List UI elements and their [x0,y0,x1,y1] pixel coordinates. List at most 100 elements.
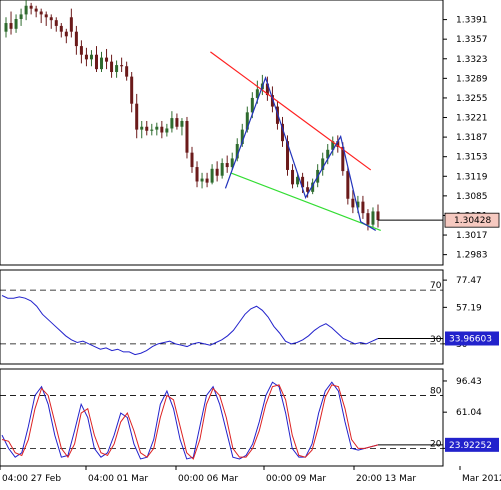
candle-body [270,95,274,107]
candle-body [280,123,284,142]
stoch-panel-plot-area [0,368,444,467]
candle-body [230,158,234,168]
x-tick-label: 00:00 09 Mar [266,474,326,484]
candle-body [306,187,310,192]
candle-body [240,129,244,145]
candle-body [89,54,93,60]
candle-body [205,178,209,183]
candle-body [39,11,43,15]
x-tick-label: Mar 2012 [462,474,501,484]
last-price-label: 1.30428 [454,216,491,226]
price-tick-label: 1.2983 [456,251,488,261]
candle-body [286,141,290,170]
candle-body [130,76,134,104]
candle-body [44,14,48,18]
candle-body [24,5,28,15]
candle-body [265,83,269,96]
candle-body [200,178,204,182]
candle-body [225,163,229,168]
candle-body [235,144,239,159]
stoch-panel-level-label: 80 [430,386,442,396]
x-tick-label: 04:00 27 Feb [2,474,61,484]
candle-body [346,171,350,199]
candle-body [100,57,104,70]
candle-body [29,5,33,9]
candle-body [361,201,365,214]
candle-body [19,14,23,20]
stoch-panel-last-label: 23.92252 [449,441,492,451]
candle-body [84,54,88,60]
candle-body [250,97,254,113]
candle-body [371,211,375,225]
candle-body [170,118,174,129]
price-tick-label: 1.3085 [456,192,488,202]
price-tick-label: 1.3221 [456,114,488,124]
candle-body [311,182,315,192]
price-tick-label: 1.3323 [456,55,488,65]
price-tick-label: 1.3255 [456,94,488,104]
candle-body [321,158,325,170]
candle-body [59,25,63,32]
stoch-panel-last-box [445,437,499,452]
candle-body [64,31,68,37]
candle-body [341,146,345,172]
candle-body [9,23,13,29]
candle-body [326,149,330,159]
candle-body [105,57,109,62]
stoch-panel-series-line [1,384,379,460]
candle-body [376,211,380,221]
candle-body [175,118,179,127]
candle-body [14,19,18,29]
candle-body [220,163,224,176]
price-tick-label: 1.3119 [456,172,488,182]
candle-body [54,20,58,26]
price-tick-label: 1.3017 [456,231,488,241]
rsi-panel-series-line [1,295,379,356]
candle-body [190,152,194,168]
candle-body [125,66,129,77]
candle-body [255,89,259,98]
price-tick-label: 1.3357 [456,35,488,45]
zigzag-line [224,75,377,231]
stoch-panel-tick-label: 96.43 [456,377,482,387]
candle-body [210,168,214,183]
candle-body [215,168,219,176]
candle-body [150,129,154,131]
candle-body [356,201,360,208]
candle-body [74,31,78,47]
candle-body [135,103,139,130]
rsi-panel-last-box [445,331,499,346]
candle-body [185,120,189,153]
rsi-panel-tick-label: 57.19 [456,303,482,313]
stoch-panel-tick-label: 61.04 [456,408,482,418]
candle-body [245,112,249,130]
candle-body [34,8,38,12]
price-tick-label: 1.3187 [456,133,488,143]
price-tick-label: 1.3153 [456,153,488,163]
candle-body [180,120,184,127]
stoch-panel-series-line [1,381,379,460]
price-tick-label: 1.3391 [456,16,488,26]
rsi-panel-plot-area [0,269,444,365]
x-tick-label: 04:00 01 Mar [88,474,148,484]
candle-body [331,141,335,150]
candle-body [291,169,295,185]
rsi-panel-last-label: 33.96603 [449,334,492,344]
candle-body [351,198,355,208]
x-tick-label: 00:00 06 Mar [178,474,238,484]
candle-body [145,126,149,131]
candle-body [94,54,98,70]
candle-body [120,65,124,67]
trendline-support [230,172,381,231]
x-tick-label: 20:00 13 Mar [356,474,416,484]
candle-body [110,61,114,73]
candle-body [296,176,300,185]
rsi-panel-level-label: 70 [430,281,442,291]
price-tick-label: 1.3289 [456,74,488,84]
candle-body [115,65,119,73]
candle-body [301,176,305,188]
time-axis: 04:00 27 Feb 04:00 01 Mar 00:00 06 Mar 00:0… [0,466,501,484]
candle-body [69,17,73,32]
